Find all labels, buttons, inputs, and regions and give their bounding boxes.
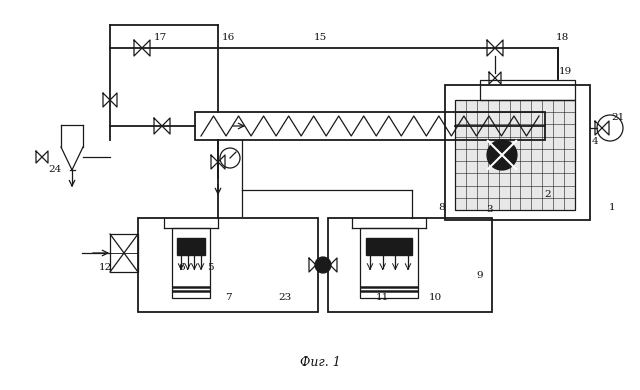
- Text: 9: 9: [477, 271, 483, 280]
- Bar: [138, 218, 318, 312]
- Text: 24: 24: [49, 165, 61, 174]
- Text: 12: 12: [99, 264, 111, 273]
- Text: 3: 3: [486, 206, 493, 214]
- Text: 7: 7: [225, 294, 231, 303]
- Text: 2: 2: [545, 190, 551, 200]
- Text: 18: 18: [556, 34, 568, 43]
- Text: 11: 11: [376, 294, 388, 303]
- Bar: [177, 238, 205, 255]
- Bar: [366, 238, 412, 255]
- Text: 17: 17: [154, 34, 166, 43]
- Circle shape: [315, 257, 331, 273]
- Bar: [195, 112, 545, 140]
- Text: 19: 19: [558, 67, 572, 76]
- Text: 15: 15: [314, 34, 326, 43]
- Text: 16: 16: [221, 34, 235, 43]
- Text: 23: 23: [278, 294, 292, 303]
- Bar: [328, 218, 492, 312]
- Text: 6: 6: [179, 264, 186, 273]
- Text: 5: 5: [207, 264, 213, 273]
- Circle shape: [487, 140, 517, 170]
- Bar: [445, 85, 590, 220]
- Bar: [480, 80, 575, 100]
- Bar: [110, 234, 138, 272]
- Text: Фиг. 1: Фиг. 1: [300, 356, 340, 369]
- Bar: [172, 228, 210, 298]
- Text: 4: 4: [592, 138, 598, 147]
- Text: 21: 21: [611, 113, 625, 122]
- Bar: [360, 228, 418, 298]
- Text: 1: 1: [609, 204, 615, 213]
- Text: 10: 10: [428, 294, 442, 303]
- Bar: [455, 100, 575, 210]
- Text: 8: 8: [438, 204, 445, 213]
